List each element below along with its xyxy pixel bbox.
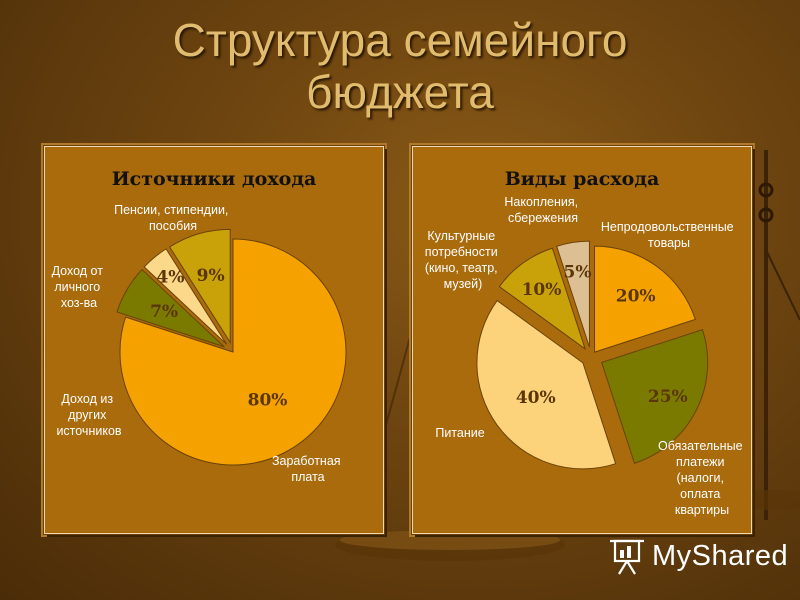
slide-title-line1: Структура семейного (172, 14, 628, 66)
expense-slice-label-4: 5% (564, 263, 592, 283)
income-chart-title: Источники дохода (112, 168, 317, 190)
expense-slice-1 (601, 329, 709, 464)
income-pie-chart: Источники дохода 80% 7% 4% 9% Пенсии, стипе… (52, 168, 347, 484)
expense-slice-label-0: 20% (616, 287, 656, 307)
income-label-salary: Заработная плата (272, 454, 344, 484)
expense-slice-4 (556, 240, 590, 348)
expense-pie-slices: 20% 25% 40% 10%5% (476, 240, 709, 470)
myshared-logo-text: MyShared (652, 540, 789, 572)
myshared-logo (610, 539, 644, 575)
income-slice-0 (119, 238, 347, 466)
income-chart-panel: Источники дохода 80% 7% 4% 9% Пенсии, стипе… (43, 145, 385, 535)
expense-label-savings: Накопления, сбережения (504, 195, 581, 225)
expense-slice-label-2: 40% (516, 388, 556, 408)
income-slice-label-1: 7% (150, 302, 178, 322)
income-slice-label-0: 80% (248, 391, 288, 411)
expense-label-nonfood: Непродовольственные товары (601, 220, 737, 250)
income-label-pensions: Пенсии, стипендии, пособия (114, 203, 232, 233)
income-slice-label-2: 4% (156, 267, 184, 287)
expense-chart-title: Виды расхода (505, 168, 660, 190)
expense-slice-0 (594, 245, 696, 353)
expense-label-culture: Культурные потребности (кино, театр, муз… (425, 229, 501, 291)
expense-chart-panel: Виды расхода 20% 25% 40% 10% 5% Накопления, … (411, 145, 753, 535)
income-label-other: Доход из других источников (56, 392, 121, 438)
income-slice-1 (116, 268, 225, 348)
expense-label-payments: Обязательные платежи (налоги, оплата ква… (658, 439, 746, 517)
expense-pie-chart: Виды расхода 20% 25% 40% 10%5% Накопления, … (425, 168, 746, 517)
expense-slice-2 (476, 299, 617, 470)
slide-title: Структура семейного бюджета (0, 14, 800, 118)
income-slice-label-3: 9% (197, 266, 225, 286)
income-pie-slices: 80% 7% 4% 9% (116, 228, 347, 466)
income-label-household: Доход от личного хоз-ва (52, 264, 107, 310)
expense-slice-label-1: 25% (648, 387, 688, 407)
income-slice-2 (143, 248, 228, 345)
expense-slice-3 (498, 247, 587, 351)
expense-slice-label-3: 10% (522, 280, 562, 300)
expense-label-food: Питание (435, 426, 484, 440)
income-slice-3 (168, 228, 231, 345)
presentation-board-icon (610, 539, 644, 575)
slide-title-line2: бюджета (306, 66, 494, 118)
